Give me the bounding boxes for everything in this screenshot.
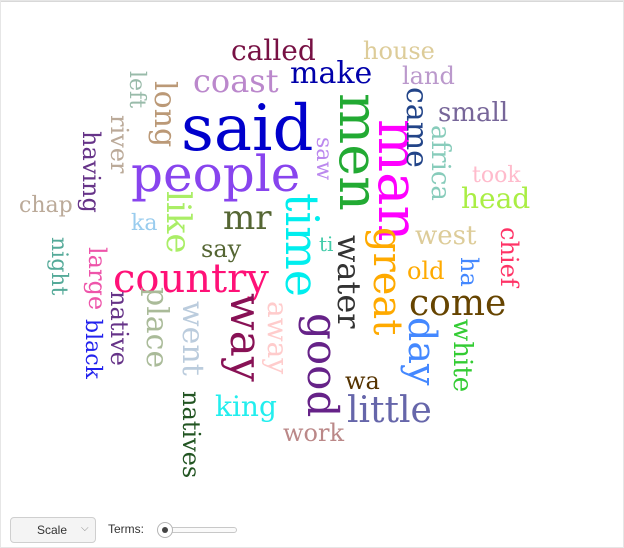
- terms-label: Terms:: [108, 522, 144, 536]
- top-divider: [1, 1, 623, 2]
- cloud-word-long: long: [147, 81, 182, 148]
- cloud-word-said: said: [181, 92, 314, 166]
- cloud-word-work: work: [283, 419, 345, 447]
- cloud-word-white: white: [447, 319, 477, 393]
- cloud-word-chief: chief: [495, 227, 523, 287]
- cloud-word-west: west: [415, 221, 477, 251]
- cloud-word-ha: ha: [455, 257, 483, 287]
- cloud-word-ti: ti: [319, 232, 334, 256]
- cloud-word-land: land: [402, 62, 455, 90]
- chevron-down-icon: ⌵: [81, 523, 89, 534]
- cloud-word-say: say: [201, 235, 242, 263]
- slider-dot-icon: [162, 527, 168, 533]
- cloud-word-away: away: [261, 301, 294, 375]
- cloud-word-mr: mr: [223, 198, 272, 238]
- cloud-word-wa: wa: [345, 367, 380, 395]
- cloud-word-come: come: [409, 283, 507, 324]
- cloud-word-water: water: [330, 235, 368, 329]
- cloud-word-like: like: [158, 191, 198, 254]
- cloud-word-make: make: [290, 56, 373, 91]
- cloud-word-place: place: [139, 287, 174, 369]
- cloud-word-took: took: [472, 163, 521, 188]
- terms-slider[interactable]: [157, 522, 239, 538]
- cloud-word-small: small: [438, 98, 509, 128]
- cloud-word-day: day: [400, 317, 444, 386]
- cloud-word-africa: africa: [425, 125, 455, 201]
- cloud-word-night: night: [46, 237, 71, 296]
- cloud-word-having: having: [77, 131, 105, 213]
- cloud-word-called: called: [231, 34, 316, 67]
- cloud-word-head: head: [461, 182, 531, 215]
- word-cloud: said men man people time country way good great w…: [1, 1, 623, 506]
- cloud-word-river: river: [105, 115, 133, 174]
- scale-label: Scale: [37, 523, 68, 537]
- cloud-word-house: house: [363, 37, 435, 65]
- cloud-word-went: went: [175, 301, 210, 376]
- cloud-word-saw: saw: [311, 137, 336, 181]
- cloud-word-left: left: [124, 71, 149, 109]
- cloud-word-coast: coast: [193, 62, 279, 100]
- cloud-word-natives: natives: [177, 391, 205, 479]
- cloud-word-country: country: [113, 256, 269, 302]
- scale-dropdown-button[interactable]: Scale ⌵: [10, 517, 96, 543]
- cloud-word-large: large: [83, 247, 111, 311]
- cloud-word-king: king: [215, 390, 277, 423]
- cloud-word-people: people: [131, 145, 301, 203]
- cloud-word-chap: chap: [19, 193, 73, 218]
- cloud-toolbar: Scale ⌵ Terms:: [1, 506, 623, 547]
- cloud-word-ka: ka: [131, 211, 158, 236]
- cloud-word-little: little: [347, 390, 432, 431]
- cloud-word-black: black: [80, 319, 105, 379]
- cloud-word-old: old: [407, 257, 445, 285]
- terms-slider-thumb[interactable]: [157, 522, 173, 538]
